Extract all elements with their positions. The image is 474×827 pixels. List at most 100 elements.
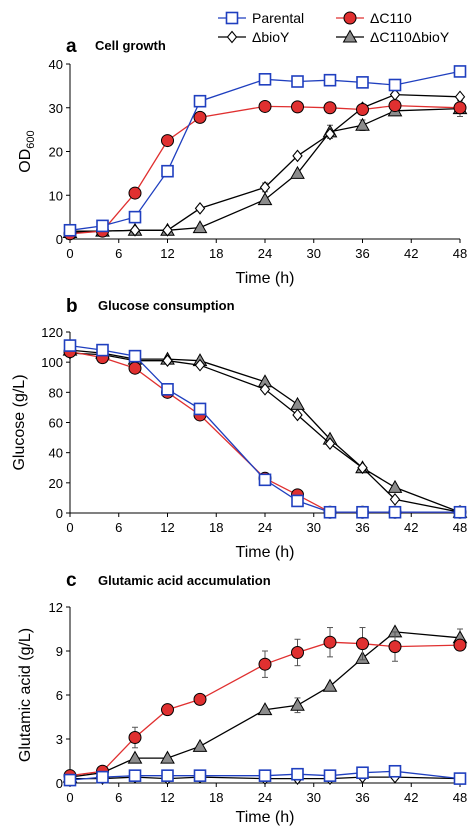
data-point <box>194 358 206 372</box>
data-point <box>453 772 467 785</box>
panel-b-glucose-consumption: b Glucose consumption 0 6 12 18 24 30 36 42 48 0 20 4… <box>11 296 468 561</box>
data-point <box>291 645 304 659</box>
series-dc110 <box>63 345 467 519</box>
y-tick-label: 40 <box>49 446 63 461</box>
y-tick-label: 12 <box>49 600 63 615</box>
data-point <box>128 210 142 224</box>
series-parental <box>63 65 467 237</box>
data-point <box>193 110 207 124</box>
x-tick-label: 18 <box>209 246 223 261</box>
data-point <box>290 697 305 711</box>
data-point <box>323 101 337 115</box>
legend-entry-dbioy: ΔbioY <box>218 29 290 45</box>
legend-label: ΔC110ΔbioY <box>370 29 450 45</box>
x-tick-label: 30 <box>307 246 321 261</box>
legend-marker-square <box>225 11 239 25</box>
data-point <box>259 181 271 194</box>
data-point <box>193 692 207 706</box>
series-dc110-dbioy <box>62 342 468 518</box>
x-tick-label: 48 <box>453 520 467 535</box>
x-tick-label: 12 <box>160 246 174 261</box>
data-point <box>291 494 304 508</box>
data-point <box>161 164 174 178</box>
data-point <box>323 505 337 519</box>
data-point <box>258 73 272 86</box>
data-point <box>291 767 304 781</box>
y-tick-label: 20 <box>49 476 63 491</box>
y-axis-label: Glucose (g/L) <box>11 374 28 470</box>
data-point <box>388 764 402 778</box>
legend-marker-triangle <box>342 29 358 43</box>
data-point <box>257 192 273 206</box>
x-tick-label: 24 <box>258 246 272 261</box>
data-point <box>356 637 369 651</box>
y-axis-label: Glutamic acid (g/L) <box>17 628 34 762</box>
data-point <box>193 402 207 416</box>
data-point <box>356 76 369 89</box>
panel-letter: c <box>66 570 77 591</box>
panel-a-cell-growth: a Cell growth 0 6 12 18 24 30 36 42 48 0 10 20 30 40 Tim… <box>17 36 468 287</box>
x-tick-label: 48 <box>453 790 467 805</box>
data-point <box>96 343 109 357</box>
x-axis-label: Time (h) <box>236 809 295 826</box>
series-line <box>69 104 461 235</box>
data-point <box>388 78 402 92</box>
y-tick-label: 0 <box>56 232 63 247</box>
data-point <box>257 702 273 716</box>
x-tick-label: 12 <box>160 520 174 535</box>
data-point <box>388 505 402 519</box>
data-point <box>324 437 336 450</box>
data-point <box>128 361 142 375</box>
y-tick-label: 30 <box>49 101 63 116</box>
data-point <box>357 461 368 475</box>
x-tick-label: 0 <box>66 520 73 535</box>
x-tick-label: 36 <box>355 520 369 535</box>
x-tick-label: 42 <box>404 246 418 261</box>
data-point <box>192 220 208 234</box>
data-point <box>453 505 467 519</box>
x-tick-label: 42 <box>404 790 418 805</box>
legend: Parental ΔC110ΔbioY ΔC110ΔbioY <box>218 10 450 45</box>
data-point <box>453 101 467 115</box>
x-axis-label: Time (h) <box>236 270 295 287</box>
y-tick-label: 80 <box>49 385 63 400</box>
data-point <box>161 703 174 717</box>
y-axis-label: OD600 <box>17 130 37 172</box>
data-point <box>454 90 466 104</box>
data-point <box>453 638 467 652</box>
series-line <box>69 107 461 234</box>
x-tick-label: 30 <box>307 790 321 805</box>
data-point <box>63 223 77 237</box>
data-point <box>323 769 337 782</box>
y-tick-label: 100 <box>41 355 63 370</box>
data-point <box>324 127 336 141</box>
x-tick-label: 24 <box>258 520 272 535</box>
data-point <box>194 202 206 215</box>
x-tick-label: 36 <box>355 790 369 805</box>
data-point <box>291 100 304 114</box>
y-tick-label: 60 <box>49 416 63 431</box>
y-tick-label: 40 <box>49 57 63 72</box>
legend-marker-circle <box>343 11 357 25</box>
data-point <box>128 349 142 363</box>
panel-title: Glucose consumption <box>98 298 235 313</box>
data-point <box>128 731 142 745</box>
series-dc110-dbioy <box>62 100 468 238</box>
data-point <box>96 219 109 233</box>
data-point <box>129 223 141 237</box>
x-tick-label: 48 <box>453 246 467 261</box>
data-point <box>453 65 467 78</box>
y-tick-label: 3 <box>56 732 63 747</box>
data-point <box>322 678 338 692</box>
x-tick-label: 6 <box>115 790 122 805</box>
data-point <box>291 75 304 88</box>
legend-entry-dc110-dbioy: ΔC110ΔbioY <box>336 29 450 45</box>
x-tick-label: 36 <box>355 246 369 261</box>
data-point <box>258 769 272 782</box>
data-point <box>161 769 174 782</box>
data-point <box>292 149 303 163</box>
series-parental <box>63 764 467 787</box>
x-tick-label: 6 <box>115 246 122 261</box>
